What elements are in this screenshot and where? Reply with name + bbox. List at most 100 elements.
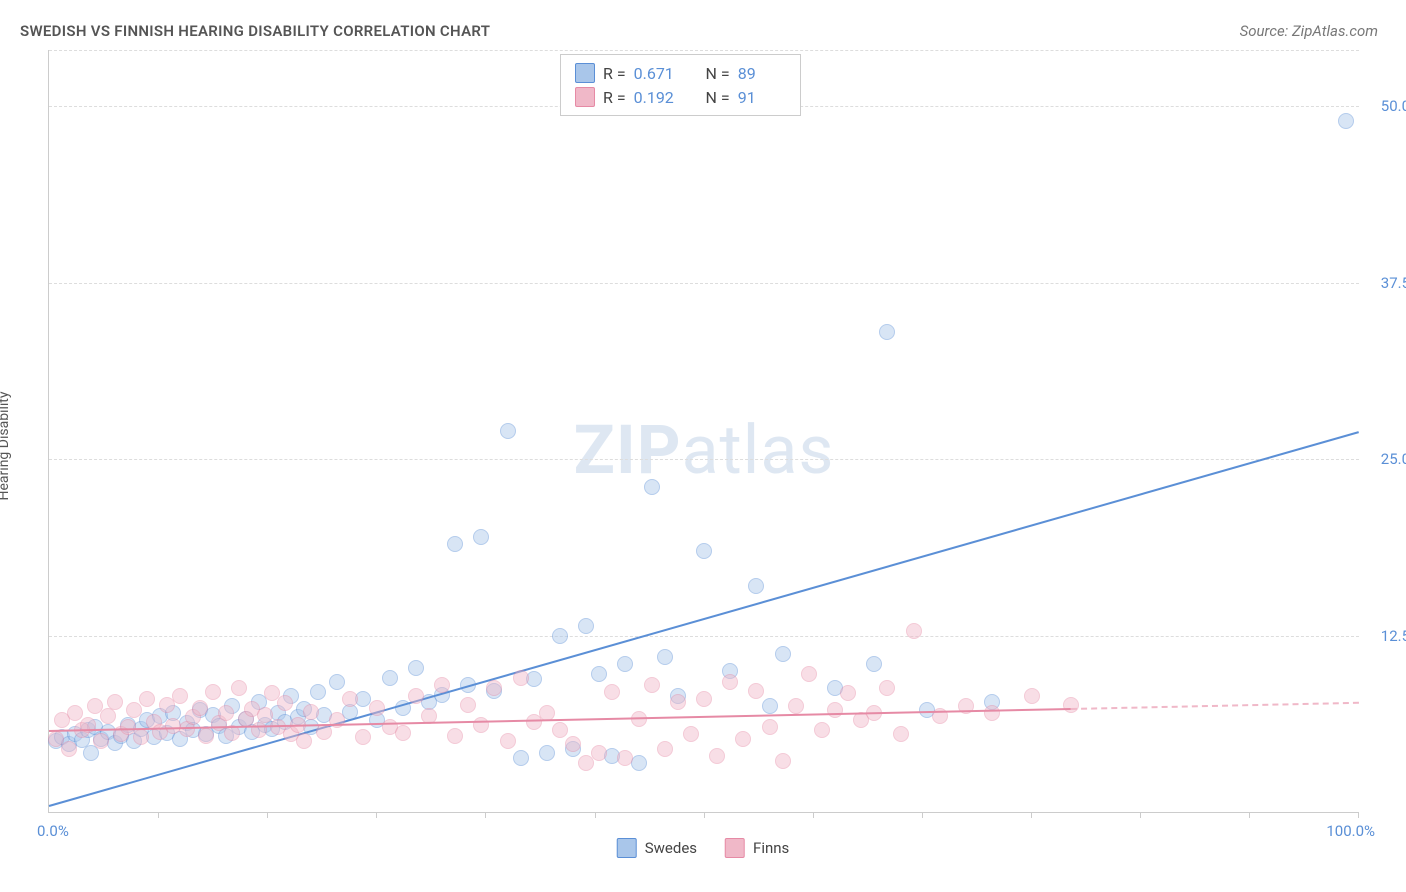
scatter-point-finns <box>395 725 411 741</box>
x-tick <box>1140 812 1141 818</box>
scatter-point-swedes <box>447 536 463 552</box>
legend-item-finns: Finns <box>725 838 789 858</box>
y-axis-title: Hearing Disability <box>0 392 12 501</box>
x-axis-max-label: 100.0% <box>1326 822 1375 840</box>
scatter-point-finns <box>198 728 214 744</box>
scatter-point-finns <box>762 719 778 735</box>
scatter-point-finns <box>617 750 633 766</box>
scatter-point-finns <box>107 694 123 710</box>
scatter-point-swedes <box>382 670 398 686</box>
scatter-point-swedes <box>408 660 424 676</box>
scatter-point-swedes <box>866 656 882 672</box>
scatter-point-swedes <box>473 529 489 545</box>
legend-swatch-finns <box>725 838 745 858</box>
y-tick-label: 12.5% <box>1367 627 1406 645</box>
scatter-point-swedes <box>310 684 326 700</box>
y-tick-label: 25.0% <box>1367 450 1406 468</box>
trend-line-swedes <box>49 431 1360 807</box>
gridline <box>49 283 1359 284</box>
x-tick <box>158 812 159 818</box>
scatter-point-finns <box>192 700 208 716</box>
scatter-point-finns <box>709 748 725 764</box>
scatter-point-finns <box>644 677 660 693</box>
scatter-point-swedes <box>879 324 895 340</box>
scatter-point-finns <box>296 733 312 749</box>
chart-container: SWEDISH VS FINNISH HEARING DISABILITY CO… <box>0 0 1406 892</box>
source-name: ZipAtlas.com <box>1292 22 1378 40</box>
source-prefix: Source: <box>1240 22 1292 40</box>
legend-swatch-finns <box>575 87 595 107</box>
watermark-bold: ZIP <box>574 410 682 490</box>
scatter-point-swedes <box>748 578 764 594</box>
scatter-point-swedes <box>775 646 791 662</box>
x-tick <box>376 812 377 818</box>
scatter-point-swedes <box>762 698 778 714</box>
scatter-point-finns <box>277 695 293 711</box>
scatter-point-finns <box>218 705 234 721</box>
chart-title: SWEDISH VS FINNISH HEARING DISABILITY CO… <box>20 22 490 40</box>
legend-row-finns: R = 0.192 N = 91 <box>575 85 786 109</box>
scatter-point-finns <box>893 726 909 742</box>
scatter-point-finns <box>696 691 712 707</box>
scatter-point-finns <box>231 680 247 696</box>
legend-n-value-swedes: 89 <box>738 64 786 83</box>
x-tick <box>595 812 596 818</box>
scatter-point-finns <box>369 700 385 716</box>
legend-label-swedes: Swedes <box>645 839 697 857</box>
legend-r-value-finns: 0.192 <box>634 88 682 107</box>
legend-n-label: N = <box>706 64 730 83</box>
watermark-light: atlas <box>682 410 835 490</box>
x-tick <box>922 812 923 818</box>
x-tick <box>485 812 486 818</box>
legend-n-label: N = <box>706 88 730 107</box>
scatter-point-finns <box>303 704 319 720</box>
scatter-point-swedes <box>617 656 633 672</box>
scatter-point-finns <box>565 736 581 752</box>
scatter-point-swedes <box>644 479 660 495</box>
scatter-point-swedes <box>552 628 568 644</box>
scatter-point-finns <box>1063 697 1079 713</box>
legend-row-swedes: R = 0.671 N = 89 <box>575 61 786 85</box>
scatter-point-finns <box>500 733 516 749</box>
scatter-point-finns <box>552 722 568 738</box>
scatter-point-swedes <box>696 543 712 559</box>
scatter-point-finns <box>801 666 817 682</box>
scatter-point-swedes <box>578 618 594 634</box>
gridline <box>49 459 1359 460</box>
x-tick <box>704 812 705 818</box>
scatter-point-finns <box>604 684 620 700</box>
scatter-point-finns <box>460 697 476 713</box>
scatter-point-finns <box>814 722 830 738</box>
scatter-point-finns <box>342 691 358 707</box>
watermark: ZIPatlas <box>574 410 835 490</box>
scatter-point-finns <box>513 670 529 686</box>
scatter-point-finns <box>984 705 1000 721</box>
scatter-point-finns <box>67 705 83 721</box>
legend-r-label: R = <box>603 64 626 83</box>
scatter-point-swedes <box>329 674 345 690</box>
legend-swatch-swedes <box>617 838 637 858</box>
legend-r-label: R = <box>603 88 626 107</box>
scatter-point-finns <box>827 702 843 718</box>
scatter-point-finns <box>205 684 221 700</box>
scatter-point-swedes <box>539 745 555 761</box>
gridline <box>49 636 1359 637</box>
legend-item-swedes: Swedes <box>617 838 697 858</box>
legend-n-value-finns: 91 <box>738 88 786 107</box>
scatter-point-finns <box>408 688 424 704</box>
legend-r-value-swedes: 0.671 <box>634 64 682 83</box>
scatter-point-finns <box>657 741 673 757</box>
scatter-point-finns <box>735 731 751 747</box>
plot-area: ZIPatlas 0.0% 100.0% 12.5%25.0%37.5%50.0… <box>48 50 1359 813</box>
series-legend: Swedes Finns <box>617 838 790 858</box>
scatter-point-finns <box>486 680 502 696</box>
correlation-legend: R = 0.671 N = 89 R = 0.192 N = 91 <box>560 54 801 116</box>
legend-label-finns: Finns <box>753 839 789 857</box>
scatter-point-finns <box>61 741 77 757</box>
scatter-point-swedes <box>657 649 673 665</box>
scatter-point-finns <box>670 694 686 710</box>
x-tick <box>267 812 268 818</box>
scatter-point-swedes <box>1338 113 1354 129</box>
scatter-point-finns <box>355 729 371 745</box>
scatter-point-finns <box>748 683 764 699</box>
